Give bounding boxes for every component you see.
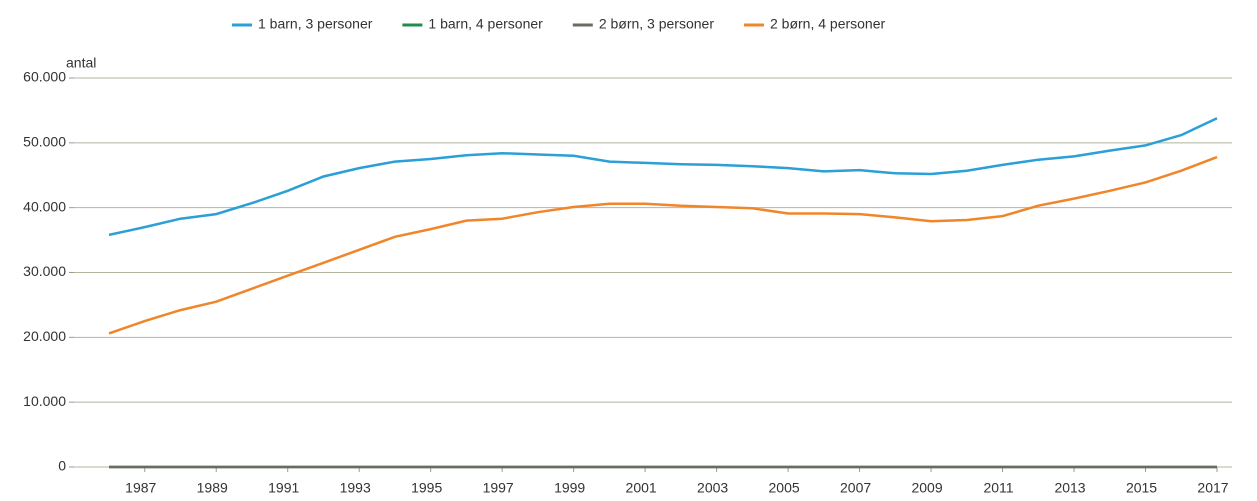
x-tick-label: 1995 <box>411 480 442 496</box>
x-tick-label: 2005 <box>769 480 800 496</box>
y-tick-label: 50.000 <box>23 134 66 150</box>
x-tick-label: 1987 <box>125 480 156 496</box>
series-line <box>108 155 1218 335</box>
y-tick-label: 40.000 <box>23 198 66 214</box>
legend-label: 2 børn, 4 personer <box>770 16 886 32</box>
legend-label: 1 barn, 4 personer <box>428 16 543 32</box>
x-tick-label: 2007 <box>840 480 871 496</box>
x-tick-label: 2013 <box>1054 480 1085 496</box>
x-tick-label: 1999 <box>554 480 585 496</box>
x-tick-label: 1991 <box>268 480 299 496</box>
y-tick-label: 60.000 <box>23 69 66 85</box>
legend-label: 1 barn, 3 personer <box>258 16 373 32</box>
y-tick-label: 0 <box>58 458 66 474</box>
series-line <box>108 117 1218 237</box>
x-tick-label: 1997 <box>483 480 514 496</box>
x-tick-label: 2017 <box>1197 480 1228 496</box>
y-tick-label: 10.000 <box>23 393 66 409</box>
y-tick-label: 30.000 <box>23 263 66 279</box>
x-tick-label: 2003 <box>697 480 728 496</box>
y-tick-label: 20.000 <box>23 328 66 344</box>
x-tick-label: 2015 <box>1126 480 1157 496</box>
x-tick-label: 2011 <box>983 480 1013 496</box>
x-tick-label: 1989 <box>197 480 228 496</box>
x-tick-label: 2001 <box>626 480 657 496</box>
legend-label: 2 børn, 3 personer <box>599 16 715 32</box>
x-tick-label: 1993 <box>340 480 371 496</box>
y-axis-title: antal <box>66 55 96 71</box>
x-tick-label: 2009 <box>911 480 942 496</box>
